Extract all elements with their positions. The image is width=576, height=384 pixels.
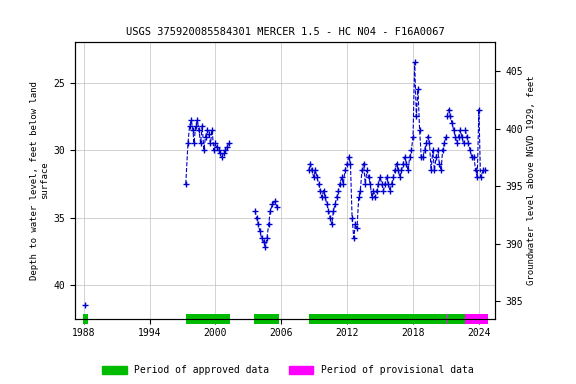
Title: USGS 375920085584301 MERCER 1.5 - HC N04 - F16A0067: USGS 375920085584301 MERCER 1.5 - HC N04…: [126, 27, 445, 37]
Y-axis label: Groundwater level above NGVD 1929, feet: Groundwater level above NGVD 1929, feet: [527, 76, 536, 285]
Y-axis label: Depth to water level, feet below land
surface: Depth to water level, feet below land su…: [30, 81, 49, 280]
Legend: Period of approved data, Period of provisional data: Period of approved data, Period of provi…: [98, 361, 478, 379]
